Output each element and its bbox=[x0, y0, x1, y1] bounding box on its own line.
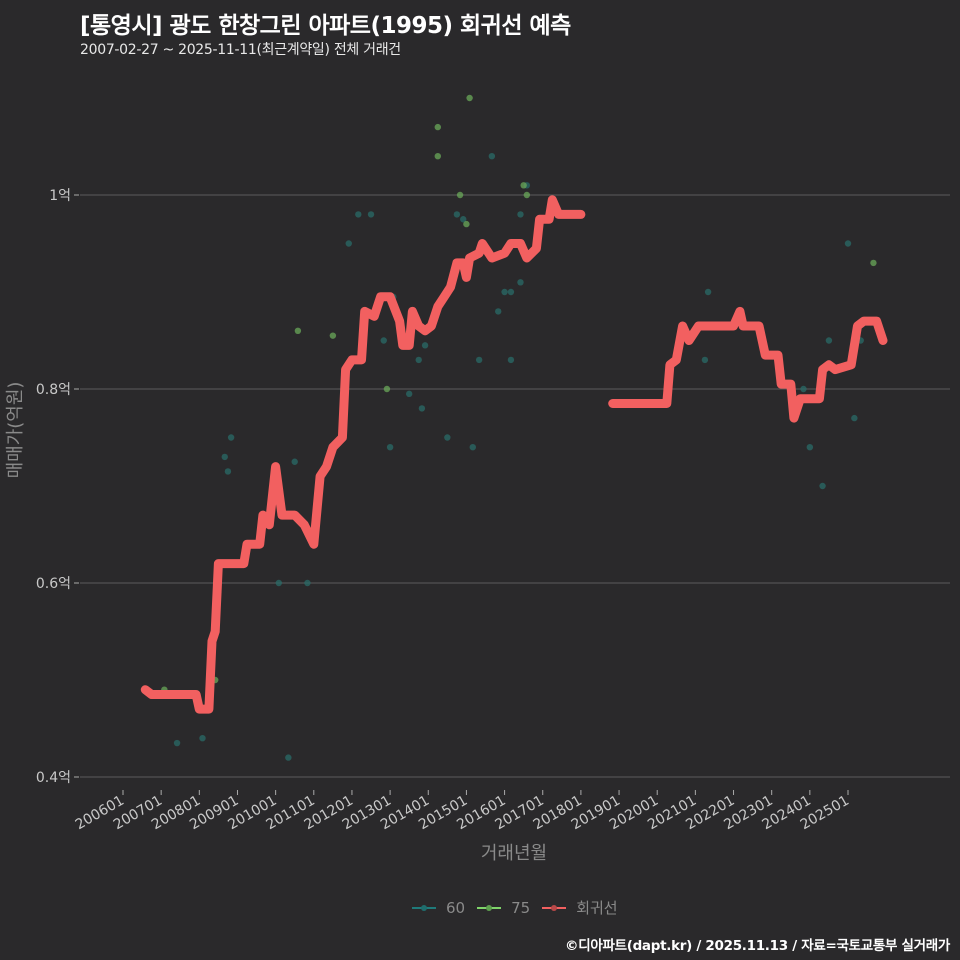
data-point bbox=[704, 288, 712, 296]
source-caption: ©디아파트(dapt.kr) / 2025.11.13 / 자료=국토교통부 실… bbox=[565, 938, 950, 954]
x-axis: 2006012007012008012009012010012011012012… bbox=[73, 790, 852, 833]
data-point bbox=[421, 342, 429, 349]
data-point bbox=[275, 579, 283, 587]
data-point bbox=[224, 468, 232, 475]
data-point bbox=[444, 434, 451, 441]
data-point bbox=[844, 240, 852, 247]
data-point bbox=[851, 414, 858, 422]
y-tick-label: 0.6억 bbox=[36, 576, 71, 592]
data-point bbox=[523, 191, 531, 199]
data-point bbox=[456, 191, 464, 199]
data-point bbox=[304, 579, 311, 587]
legend-label: 회귀선 bbox=[576, 899, 618, 917]
data-point bbox=[495, 308, 502, 315]
data-point bbox=[291, 458, 298, 465]
data-point bbox=[227, 434, 235, 441]
data-point bbox=[466, 94, 473, 102]
data-point bbox=[345, 240, 352, 247]
legend: 60 75 회귀선 bbox=[412, 897, 630, 918]
data-point bbox=[405, 390, 413, 398]
data-point bbox=[800, 385, 807, 393]
data-point bbox=[453, 211, 461, 218]
data-point bbox=[221, 453, 228, 461]
y-axis: 1억 0.8억 0.6억 0.4억 bbox=[36, 188, 79, 786]
y-tick-label: 0.4억 bbox=[36, 770, 71, 786]
data-point bbox=[469, 444, 476, 451]
data-point bbox=[517, 211, 524, 218]
data-point bbox=[488, 153, 496, 160]
legend-key-regression-icon bbox=[542, 902, 567, 914]
data-point bbox=[367, 211, 375, 218]
legend-key-60-icon bbox=[412, 902, 436, 914]
regression-line bbox=[140, 195, 888, 714]
data-point bbox=[380, 337, 387, 344]
data-point bbox=[173, 739, 181, 747]
legend-item-regression[interactable]: 회귀선 bbox=[542, 897, 618, 918]
data-point bbox=[460, 216, 467, 223]
data-point bbox=[520, 182, 527, 189]
x-axis-title: 거래년월 bbox=[481, 843, 547, 864]
data-point bbox=[329, 332, 337, 339]
data-point bbox=[463, 220, 470, 228]
data-point bbox=[501, 288, 508, 296]
y-tick-label: 1억 bbox=[49, 188, 71, 204]
data-point bbox=[294, 327, 302, 334]
data-point bbox=[507, 356, 515, 364]
y-axis-title: 매매가(억원) bbox=[5, 382, 26, 479]
data-point bbox=[418, 405, 426, 412]
data-point bbox=[386, 444, 394, 451]
legend-label: 75 bbox=[511, 898, 531, 917]
legend-item-60[interactable]: 60 bbox=[412, 899, 465, 917]
data-point bbox=[507, 288, 515, 296]
legend-item-75[interactable]: 75 bbox=[477, 899, 530, 917]
data-point bbox=[434, 123, 442, 131]
legend-key-75-icon bbox=[477, 902, 502, 914]
chart-subtitle: 2007-02-27 ~ 2025-11-11(최근계약일) 전체 거래건 bbox=[80, 42, 401, 58]
legend-label: 60 bbox=[446, 898, 466, 917]
data-point bbox=[701, 356, 709, 364]
data-point bbox=[434, 153, 442, 160]
y-tick-label: 0.8억 bbox=[36, 382, 71, 398]
data-point bbox=[870, 259, 877, 267]
data-point bbox=[517, 279, 524, 286]
data-point bbox=[355, 211, 362, 218]
data-point bbox=[199, 735, 206, 742]
data-point bbox=[819, 482, 826, 490]
data-point bbox=[806, 444, 814, 451]
data-point bbox=[415, 356, 422, 364]
chart-title: [통영시] 광도 한창그린 아파트(1995) 회귀선 예측 bbox=[80, 13, 571, 39]
data-point bbox=[825, 337, 833, 344]
data-point bbox=[383, 385, 391, 393]
data-point bbox=[285, 754, 292, 761]
data-point bbox=[475, 356, 483, 364]
